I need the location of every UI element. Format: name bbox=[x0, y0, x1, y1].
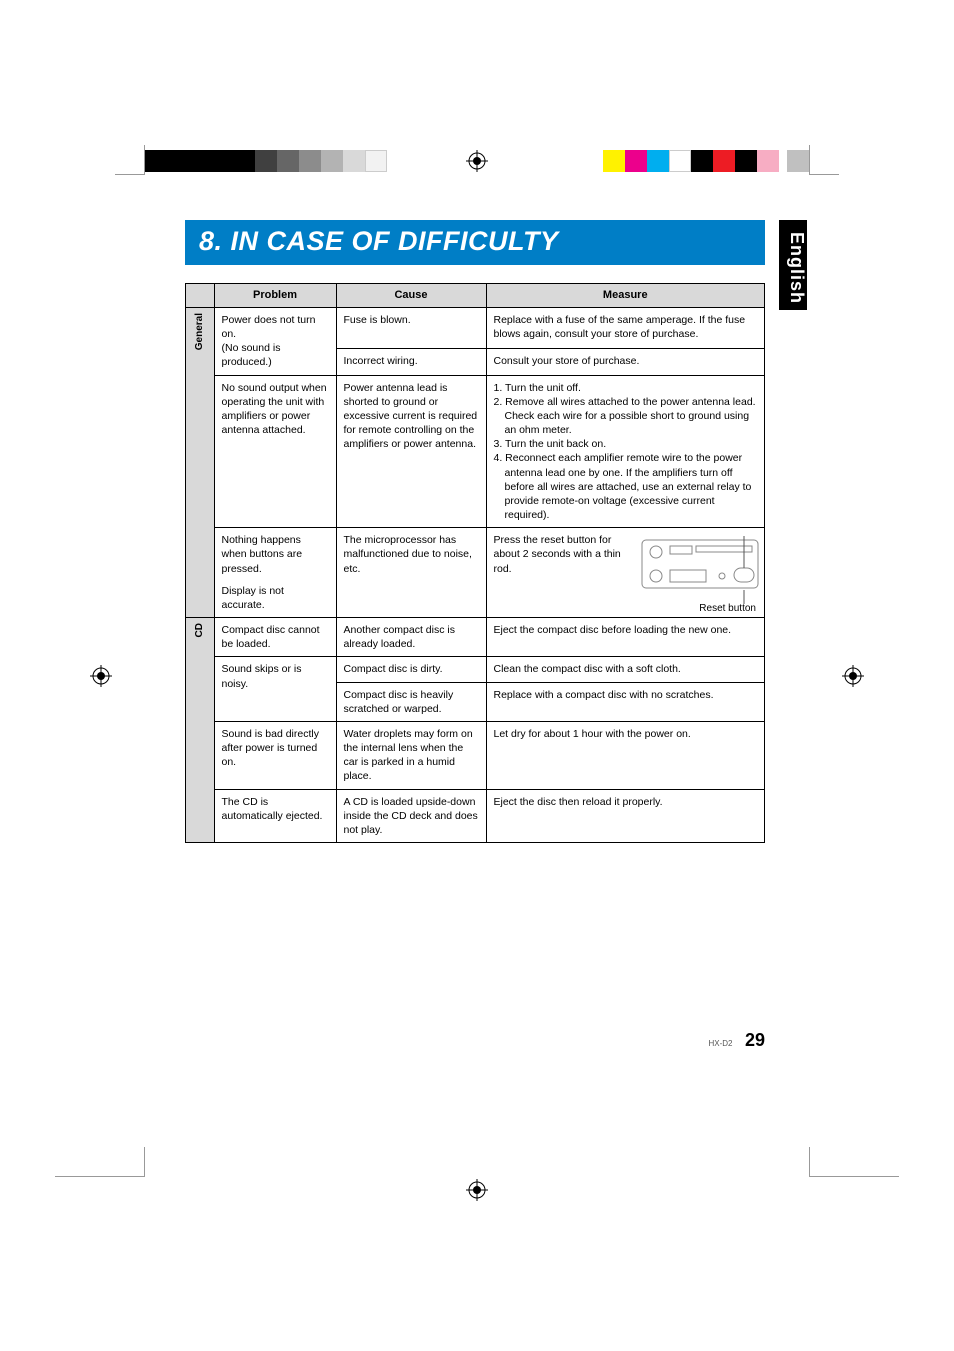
cell-problem: No sound output when operating the unit … bbox=[214, 375, 336, 528]
cell-measure: Eject the compact disc before loading th… bbox=[486, 618, 765, 657]
category-general: General bbox=[186, 307, 215, 617]
cell-measure: Press the reset button for about 2 secon… bbox=[486, 528, 765, 618]
cell-problem: Compact disc cannot be loaded. bbox=[214, 618, 336, 657]
measure-step: 4. Reconnect each amplifier remote wire … bbox=[494, 451, 758, 522]
category-cd: CD bbox=[186, 618, 215, 843]
page-footer: HX-D2 29 bbox=[709, 1030, 766, 1051]
cell-problem: Sound skips or is noisy. bbox=[214, 657, 336, 722]
table-row: The CD is automatically ejected. A CD is… bbox=[186, 789, 765, 843]
reset-diagram-icon bbox=[640, 532, 760, 608]
cell-measure: 1. Turn the unit off. 2. Remove all wire… bbox=[486, 375, 765, 528]
table-row: Sound is bad directly after power is tur… bbox=[186, 721, 765, 789]
cell-problem: The CD is automatically ejected. bbox=[214, 789, 336, 843]
registration-strip-left bbox=[145, 150, 387, 172]
language-tab: English bbox=[779, 220, 807, 310]
problem-text: Nothing happens when buttons are pressed… bbox=[222, 533, 329, 576]
cell-cause: Compact disc is heavily scratched or war… bbox=[336, 682, 486, 721]
cell-cause: Water droplets may form on the internal … bbox=[336, 721, 486, 789]
cell-cause: Another compact disc is already loaded. bbox=[336, 618, 486, 657]
cell-problem: Nothing happens when buttons are pressed… bbox=[214, 528, 336, 618]
table-row: CD Compact disc cannot be loaded. Anothe… bbox=[186, 618, 765, 657]
reset-button-label: Reset button bbox=[699, 602, 756, 616]
cell-cause: Compact disc is dirty. bbox=[336, 657, 486, 682]
table-row: Nothing happens when buttons are pressed… bbox=[186, 528, 765, 618]
registration-target-icon bbox=[466, 1179, 488, 1201]
section-title: 8. IN CASE OF DIFFICULTY bbox=[185, 220, 765, 265]
crop-mark bbox=[809, 145, 839, 175]
registration-target-icon bbox=[90, 665, 112, 687]
cell-cause: A CD is loaded upside-down inside the CD… bbox=[336, 789, 486, 843]
cell-measure: Replace with a fuse of the same amperage… bbox=[486, 307, 765, 348]
measure-step: 3. Turn the unit back on. bbox=[494, 437, 758, 451]
cell-measure: Let dry for about 1 hour with the power … bbox=[486, 721, 765, 789]
crop-mark bbox=[55, 1176, 145, 1206]
page-content: 8. IN CASE OF DIFFICULTY English Problem… bbox=[185, 220, 765, 843]
header-measure: Measure bbox=[486, 284, 765, 308]
registration-target-icon bbox=[466, 150, 488, 172]
model-label: HX-D2 bbox=[709, 1039, 733, 1048]
table-row: No sound output when operating the unit … bbox=[186, 375, 765, 528]
cell-measure: Eject the disc then reload it properly. bbox=[486, 789, 765, 843]
crop-mark bbox=[809, 1176, 899, 1206]
header-problem: Problem bbox=[214, 284, 336, 308]
measure-step: 2. Remove all wires attached to the powe… bbox=[494, 395, 758, 438]
cell-cause: Fuse is blown. bbox=[336, 307, 486, 348]
header-cause: Cause bbox=[336, 284, 486, 308]
table-row: Sound skips or is noisy. Compact disc is… bbox=[186, 657, 765, 682]
cell-cause: The microprocessor has malfunctioned due… bbox=[336, 528, 486, 618]
cell-measure: Consult your store of purchase. bbox=[486, 349, 765, 375]
measure-step: 1. Turn the unit off. bbox=[494, 381, 758, 395]
cell-problem: Power does not turn on. (No sound is pro… bbox=[214, 307, 336, 375]
table-row: General Power does not turn on. (No soun… bbox=[186, 307, 765, 348]
cell-measure: Clean the compact disc with a soft cloth… bbox=[486, 657, 765, 682]
crop-mark bbox=[115, 145, 145, 175]
header-blank bbox=[186, 284, 215, 308]
measure-text: Press the reset button for about 2 secon… bbox=[494, 533, 634, 576]
registration-strip-right bbox=[603, 150, 809, 172]
page-number: 29 bbox=[745, 1030, 765, 1050]
cell-cause: Incorrect wiring. bbox=[336, 349, 486, 375]
table-header-row: Problem Cause Measure bbox=[186, 284, 765, 308]
problem-text: Display is not accurate. bbox=[222, 584, 329, 612]
troubleshooting-table: Problem Cause Measure General Power does… bbox=[185, 283, 765, 843]
cell-cause: Power antenna lead is shorted to ground … bbox=[336, 375, 486, 528]
registration-target-icon bbox=[842, 665, 864, 687]
cell-measure: Replace with a compact disc with no scra… bbox=[486, 682, 765, 721]
cell-problem: Sound is bad directly after power is tur… bbox=[214, 721, 336, 789]
